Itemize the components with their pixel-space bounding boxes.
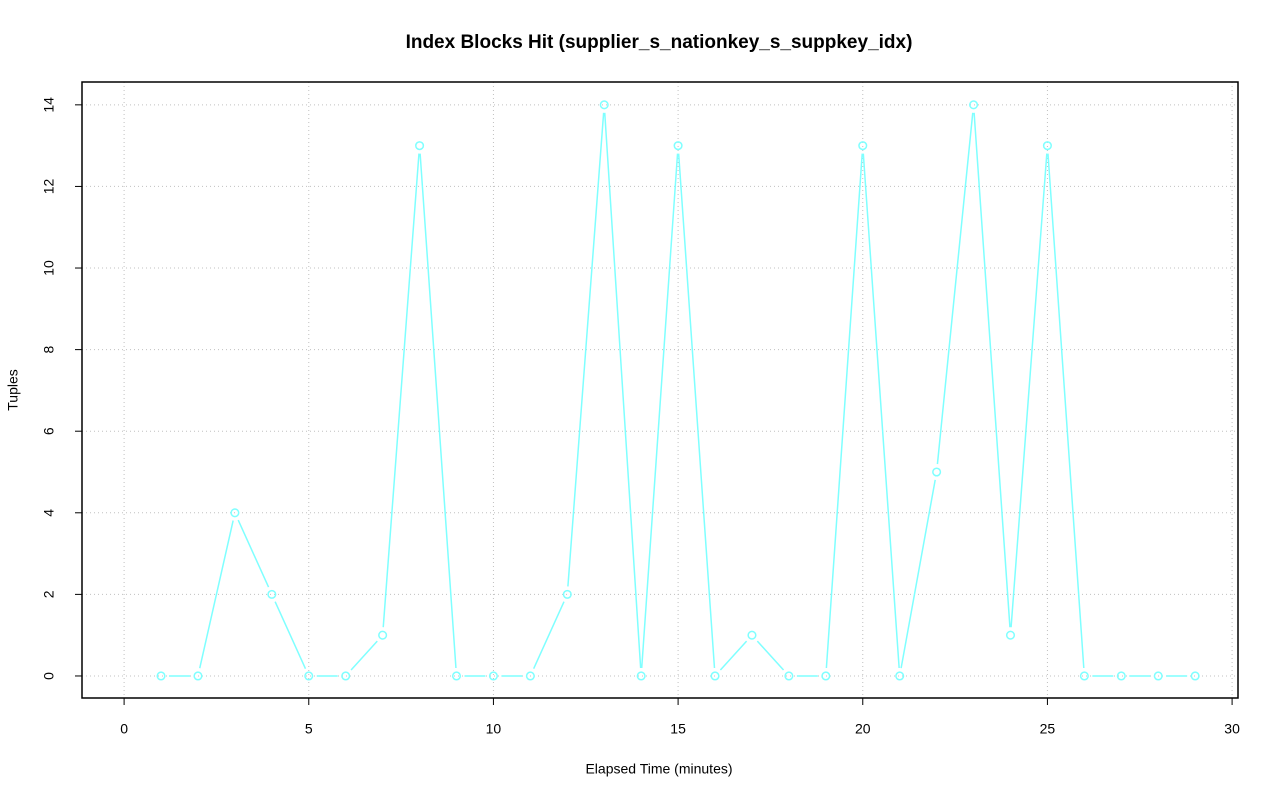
- point: [784, 671, 794, 681]
- point: [156, 671, 166, 681]
- y-tick-label: 2: [41, 590, 57, 598]
- point: [636, 671, 646, 681]
- chart-title: Index Blocks Hit (supplier_s_nationkey_s…: [406, 32, 913, 53]
- point: [230, 508, 240, 518]
- y-axis-label: Tuples: [5, 369, 21, 411]
- point: [267, 589, 277, 599]
- point: [488, 671, 498, 681]
- point: [193, 671, 203, 681]
- point: [932, 467, 942, 477]
- point: [821, 671, 831, 681]
- point: [1079, 671, 1089, 681]
- point: [969, 100, 979, 110]
- point: [378, 630, 388, 640]
- x-tick-label: 0: [120, 721, 128, 737]
- point: [1042, 141, 1052, 151]
- x-tick-label: 20: [855, 721, 871, 737]
- point: [304, 671, 314, 681]
- point: [341, 671, 351, 681]
- point: [673, 141, 683, 151]
- point: [1005, 630, 1016, 640]
- x-tick-label: 30: [1224, 721, 1240, 737]
- x-tick-label: 10: [486, 721, 502, 737]
- x-axis-label: Elapsed Time (minutes): [585, 761, 732, 777]
- line: [169, 112, 1188, 677]
- point: [1190, 671, 1200, 681]
- point: [562, 589, 572, 599]
- point: [1153, 671, 1163, 681]
- x-tick-label: 25: [1040, 721, 1056, 737]
- y-tick-label: 6: [41, 427, 57, 435]
- x-tick-label: 5: [305, 721, 313, 737]
- y-tick-label: 0: [41, 672, 57, 680]
- x-tick-label: 15: [670, 721, 686, 737]
- point: [858, 141, 868, 151]
- point: [415, 141, 425, 151]
- point: [599, 100, 609, 110]
- point: [710, 671, 720, 681]
- y-tick-label: 12: [41, 178, 57, 194]
- point: [747, 630, 757, 640]
- point: [895, 671, 905, 681]
- y-tick-label: 4: [41, 509, 57, 517]
- y-tick-label: 14: [41, 97, 57, 113]
- y-tick-label: 8: [41, 346, 57, 354]
- point: [525, 671, 535, 681]
- point: [1116, 671, 1126, 681]
- plot-frame: [81, 81, 1239, 699]
- y-tick-label: 10: [41, 260, 57, 276]
- point: [451, 671, 462, 681]
